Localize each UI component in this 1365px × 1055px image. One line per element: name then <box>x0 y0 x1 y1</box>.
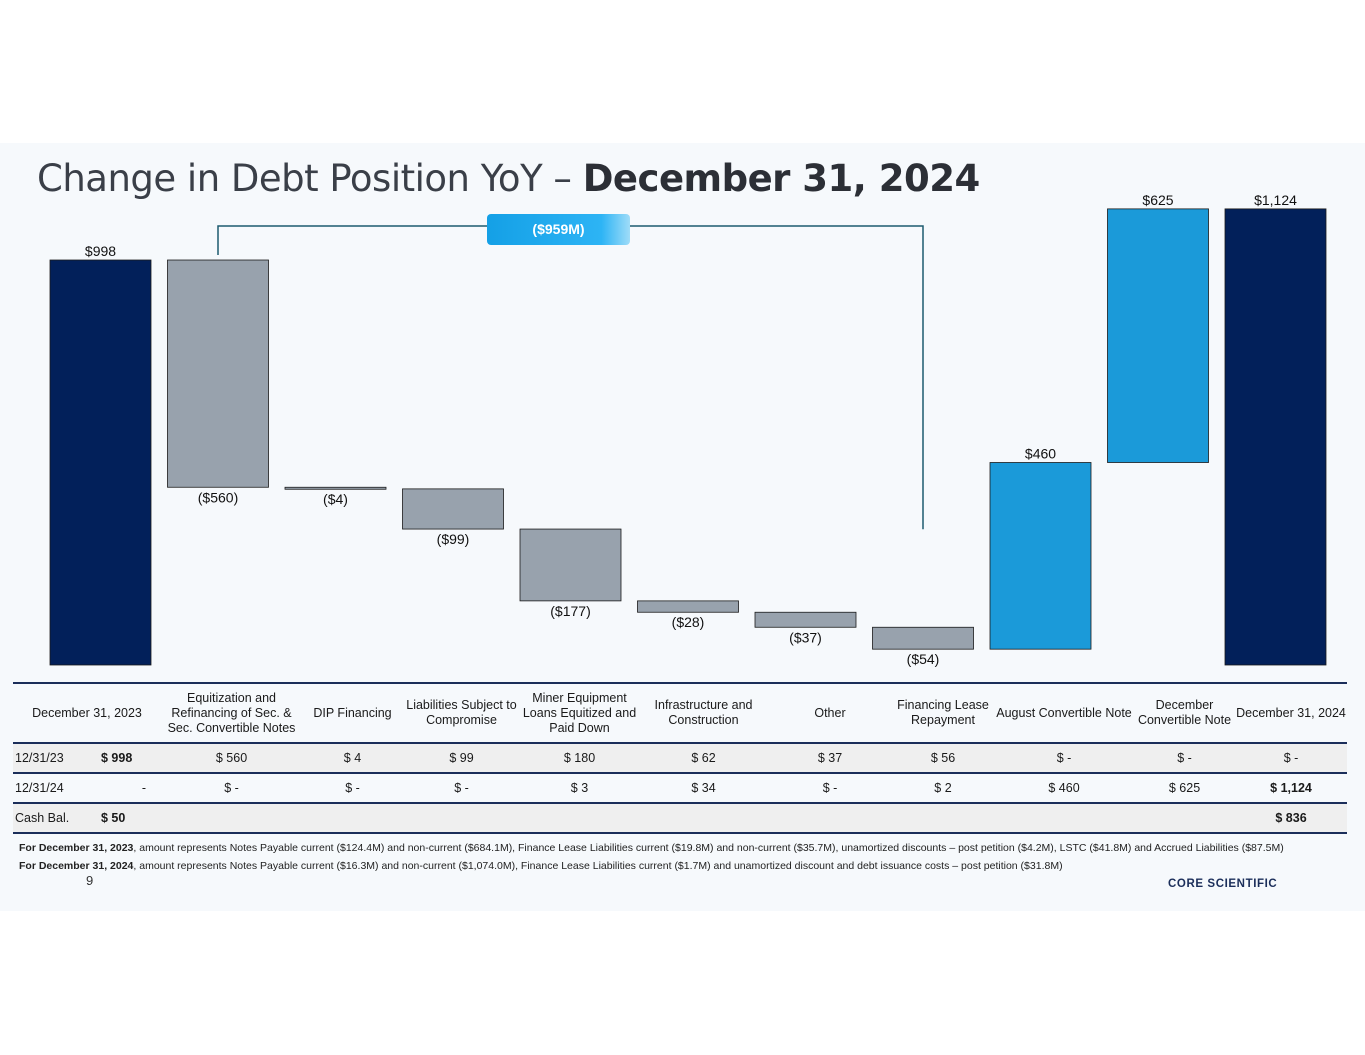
bracket-line <box>217 225 924 530</box>
table-cell: $ - <box>1056 751 1072 765</box>
waterfall-bar <box>167 259 269 488</box>
table-cell: $ - <box>454 781 469 795</box>
bar-value-label: ($177) <box>550 603 590 619</box>
table-cell: $ 1,124 <box>1270 781 1312 795</box>
table-row: 12/31/23 $ 998 $ 560 $ 4 $ 99 $ 180 $ 62… <box>13 743 1347 773</box>
bar-value-label: ($560) <box>198 489 238 505</box>
waterfall-bar <box>872 626 974 650</box>
table-cell: $ 560 <box>215 751 248 765</box>
table-cell: $ 4 <box>343 751 362 765</box>
table-header: December 31, 2023 <box>32 705 142 720</box>
table-row: Cash Bal. $ 50 $ 836 <box>13 803 1347 833</box>
waterfall-bar <box>284 486 387 490</box>
table-cell <box>161 803 302 833</box>
table-header: August Convertible Note <box>996 705 1132 720</box>
bar-value-label: $625 <box>1142 192 1173 208</box>
debt-table: December 31, 2023 Equitization and Refin… <box>13 682 1347 834</box>
bar-value-label: ($99) <box>437 531 470 547</box>
table-header: Infrastructure and Construction <box>654 698 753 727</box>
waterfall-chart: $998 ($560) ($4) ($99) ($177) ($28) ($37) ($54)… <box>49 192 1327 667</box>
table-header: December 31, 2024 <box>1236 705 1346 720</box>
table-cell <box>302 803 403 833</box>
footnote-2024: For December 31, 2024, amount represents… <box>19 860 1063 872</box>
table-cell <box>639 803 768 833</box>
bracket-label-badge: ($959M) <box>487 214 630 245</box>
table-header: DIP Financing <box>313 705 392 720</box>
table-cell <box>1134 803 1235 833</box>
bar-value-label: $1,124 <box>1254 192 1297 208</box>
table-cell: $ 180 <box>563 751 596 765</box>
waterfall-bar <box>519 528 622 602</box>
table-cell: $ - <box>1283 751 1299 765</box>
table-header: Other <box>814 705 846 720</box>
footnote-2023: For December 31, 2023, amount represents… <box>19 842 1284 854</box>
table-cell: $ 2 <box>934 781 952 795</box>
table-cell <box>892 803 994 833</box>
table-cell: $ - <box>345 781 360 795</box>
waterfall-bar <box>637 600 739 613</box>
page-number: 9 <box>86 873 94 888</box>
table-cell: $ 56 <box>930 751 956 765</box>
table-cell: - <box>141 781 146 795</box>
table-header: Miner Equipment Loans Equitized and Paid… <box>522 690 637 735</box>
bar-value-label: $460 <box>1025 446 1056 462</box>
waterfall-bar <box>754 611 857 628</box>
brand-logo: CORE SCIENTIFIC <box>1168 878 1278 890</box>
bar-value-label: $998 <box>85 243 116 259</box>
table-header: December Convertible Note <box>1137 698 1232 727</box>
table-cell: $ 3 <box>570 781 589 795</box>
row-label: Cash Bal. <box>15 811 70 825</box>
table-cell: $ - <box>1177 751 1192 765</box>
bar-value-label: ($37) <box>789 629 822 645</box>
row-label: 12/31/24 <box>15 781 64 795</box>
waterfall-bar <box>989 462 1092 650</box>
table-cell <box>520 803 639 833</box>
waterfall-bar <box>402 488 504 530</box>
table-cell: $ 50 <box>101 811 126 825</box>
table-cell: $ - <box>822 781 838 795</box>
table-header: Equitization and Refinancing of Sec. & S… <box>167 690 296 735</box>
table-cell: $ 34 <box>691 781 716 795</box>
table-cell: $ 37 <box>817 751 843 765</box>
waterfall-bar <box>1107 208 1209 463</box>
bar-value-label: ($28) <box>672 614 705 630</box>
waterfall-bar <box>49 259 152 666</box>
row-label: 12/31/23 <box>15 751 64 765</box>
table-cell: $ 998 <box>101 751 133 765</box>
table-cell: $ 62 <box>691 751 716 765</box>
table-cell <box>768 803 892 833</box>
waterfall-bar <box>1224 208 1327 666</box>
table-header-row: December 31, 2023 Equitization and Refin… <box>13 683 1347 743</box>
table-cell: $ 99 <box>449 751 474 765</box>
table-cell: $ 836 <box>1275 811 1307 825</box>
table-cell: $ - <box>224 781 239 795</box>
page-title: Change in Debt Position YoY – December 3… <box>37 157 980 200</box>
table-cell <box>403 803 520 833</box>
table-cell: $ 625 <box>1168 781 1201 795</box>
bar-value-label: ($4) <box>323 491 348 507</box>
table-row: 12/31/24 - $ - $ - $ - $ 3 $ 34 $ - $ 2 … <box>13 773 1347 803</box>
table-cell <box>994 803 1134 833</box>
table-cell: $ 460 <box>1048 781 1080 795</box>
table-header: Liabilities Subject to Compromise <box>406 698 517 727</box>
table-header: Financing Lease Repayment <box>897 698 989 727</box>
bar-value-label: ($54) <box>907 651 940 667</box>
